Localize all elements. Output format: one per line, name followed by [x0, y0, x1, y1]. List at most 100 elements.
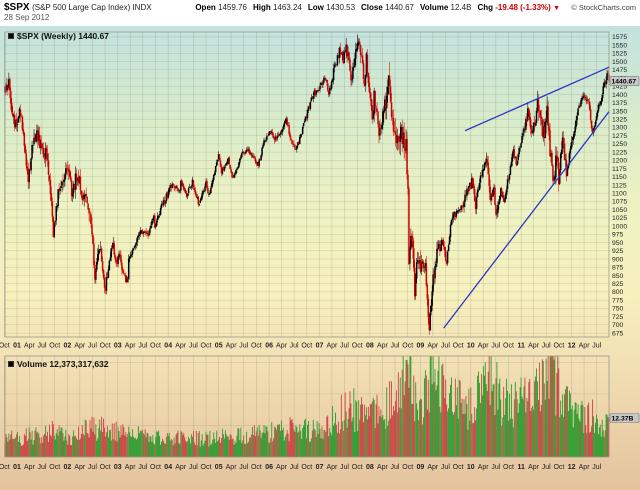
x-tick-label: 07: [316, 464, 324, 471]
quote-low-value: 1430.53: [326, 3, 356, 12]
x-tick-label: Oct: [503, 343, 514, 350]
x-tick-label: 03: [114, 343, 122, 350]
price-tick-label: 1475: [612, 67, 627, 74]
price-tick-label: 1100: [612, 191, 627, 198]
x-tick-label: 12: [568, 343, 576, 350]
price-tick-label: 950: [612, 240, 624, 247]
quote-high-label: High: [252, 3, 271, 12]
x-tick-label: Oct: [402, 343, 413, 350]
x-tick-label: Jul: [592, 343, 601, 350]
x-tick-label: 12: [568, 464, 576, 471]
price-tick-label: 1400: [612, 92, 627, 99]
price-tick-label: 875: [612, 265, 624, 272]
upper-resistance-line: [464, 66, 610, 132]
x-tick-label: 01: [13, 343, 21, 350]
x-tick-label: Apr: [125, 343, 137, 350]
quote-close-value: 1440.67: [385, 3, 414, 12]
quote-change-value: -19.48 (-1.33%): [495, 3, 551, 12]
x-tick-label: 05: [215, 464, 223, 471]
quote-volume: Volume 12.4B: [420, 3, 471, 12]
price-pane-border: [4, 31, 610, 338]
price-tick-label: 775: [612, 297, 624, 304]
price-tick-label: 1525: [612, 51, 627, 58]
x-tick-label: Oct: [301, 464, 312, 471]
x-tick-label: Apr: [427, 343, 439, 350]
quote-row: Open 1459.76 High 1463.24 Low 1430.53 Cl…: [195, 3, 560, 12]
price-legend: $SPX (Weekly) 1440.67: [8, 31, 109, 41]
price-tick-label: 1025: [612, 215, 627, 222]
x-tick-label: Apr: [125, 464, 137, 471]
x-tick-label: 10: [467, 464, 475, 471]
x-tick-label: Jul: [441, 464, 450, 471]
x-tick-label: Jul: [290, 343, 299, 350]
volume-legend-text: Volume 12,373,317,632: [17, 359, 109, 369]
x-tick-label: Oct: [150, 464, 161, 471]
x-tick-label: Jul: [391, 343, 400, 350]
x-tick-label: 04: [164, 343, 172, 350]
candle-bodies-down: [5, 41, 610, 331]
x-tick-label: 02: [64, 464, 72, 471]
x-tick-label: Jul: [592, 464, 601, 471]
symbol-name: (S&P 500 Large Cap Index) INDX: [32, 3, 152, 12]
x-tick-label: 05: [215, 343, 223, 350]
quote-close-label: Close: [361, 3, 383, 12]
price-tick-label: 1350: [612, 108, 627, 115]
x-tick-label: Apr: [175, 343, 187, 350]
x-tick-label: Jul: [290, 464, 299, 471]
x-tick-label: Oct: [553, 464, 564, 471]
x-tick-label: Apr: [24, 464, 36, 471]
x-tick-label: Apr: [377, 464, 389, 471]
x-tick-label: Oct: [201, 343, 212, 350]
x-tick-label: 11: [517, 343, 525, 350]
chart-header: $SPX (S&P 500 Large Cap Index) INDX 28 S…: [0, 0, 640, 26]
volume-swatch-icon: [8, 361, 14, 367]
x-tick-label: Oct: [251, 464, 262, 471]
x-tick-label: Oct: [49, 464, 60, 471]
x-tick-label: 04: [164, 464, 172, 471]
symbol-block: $SPX (S&P 500 Large Cap Index) INDX 28 S…: [4, 2, 636, 23]
x-tick-label: Oct: [49, 343, 60, 350]
price-tick-label: 850: [612, 273, 624, 280]
price-tick-label: 1175: [612, 166, 627, 173]
price-tick-label: 725: [612, 314, 624, 321]
x-tick-label: 03: [114, 464, 122, 471]
x-tick-label: Oct: [503, 464, 514, 471]
price-tick-label: 1425: [612, 84, 627, 91]
quote-change: Chg -19.48 (-1.33%) ▼: [477, 3, 560, 12]
x-tick-label: Jul: [189, 464, 198, 471]
last-price-box-value: 1440.67: [612, 79, 637, 86]
price-tick-label: 1275: [612, 133, 627, 140]
x-tick-label: 02: [64, 343, 72, 350]
price-tick-label: 1125: [612, 182, 627, 189]
price-tick-label: 1250: [612, 141, 627, 148]
x-tick-label: Apr: [226, 343, 238, 350]
volume-pane-border: [4, 355, 610, 458]
last-volume-box-value: 12.37B: [612, 415, 634, 422]
price-tick-label: 1500: [612, 59, 627, 66]
x-tick-label: Apr: [175, 464, 187, 471]
x-tick-label: Apr: [478, 343, 490, 350]
x-tick-label: Oct: [150, 343, 161, 350]
x-tick-label: Jul: [88, 343, 97, 350]
x-tick-label: Jul: [239, 464, 248, 471]
x-tick-label: Jul: [340, 343, 349, 350]
x-tick-label: Oct: [352, 343, 363, 350]
price-legend-text: $SPX (Weekly) 1440.67: [17, 31, 109, 41]
x-tick-label: Jul: [491, 343, 500, 350]
x-tick-label: Oct: [100, 343, 111, 350]
quote-low: Low 1430.53: [308, 3, 355, 12]
x-tick-label: Jul: [189, 343, 198, 350]
x-tick-label: Oct: [0, 343, 10, 350]
quote-low-label: Low: [307, 3, 324, 12]
x-tick-label: Jul: [391, 464, 400, 471]
quote-open-value: 1459.76: [218, 3, 247, 12]
quote-high-value: 1463.24: [272, 3, 302, 12]
x-tick-label: Apr: [377, 343, 389, 350]
symbol: $SPX: [4, 2, 30, 13]
price-tick-label: 1575: [612, 34, 627, 41]
title-row: $SPX (S&P 500 Large Cap Index) INDX: [4, 2, 636, 13]
quote-volume-label: Volume: [419, 3, 449, 12]
x-tick-label: Oct: [402, 464, 413, 471]
price-tick-label: 800: [612, 289, 624, 296]
x-tick-label: 07: [316, 343, 324, 350]
